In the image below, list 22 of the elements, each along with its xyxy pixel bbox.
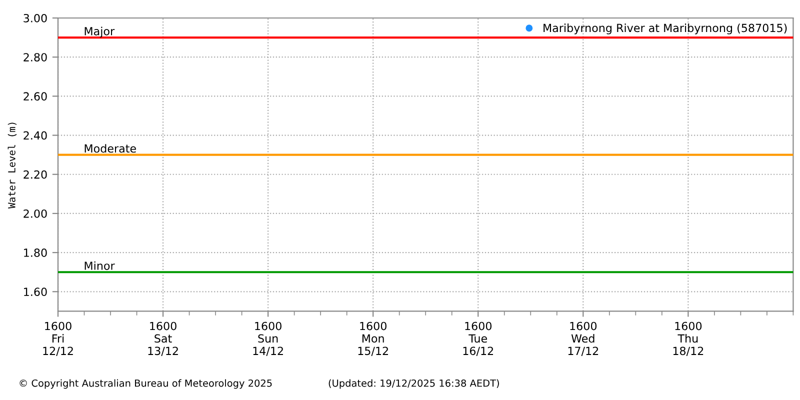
y-tick-label: 2.80 (24, 53, 47, 62)
x-tick-label: 1600 Thu 18/12 (673, 322, 704, 356)
y-tick-label: 3.00 (24, 14, 47, 22)
x-tick-label: 1600 Wed 17/12 (568, 322, 598, 356)
y-tick-label: 2.20 (24, 170, 47, 179)
y-tick-label: 1.60 (24, 288, 47, 296)
ref-line-label: Moderate (84, 144, 136, 153)
x-tick-label: 1600 Fri 12/12 (43, 322, 73, 356)
y-tick-label: 2.60 (24, 92, 47, 101)
y-tick-label: 2.00 (24, 209, 47, 218)
legend-label: Maribyrnong River at Maribyrnong (587015) (544, 24, 787, 34)
x-tick-label: 1600 Sun 14/12 (253, 322, 283, 356)
ref-line-label: Minor (84, 261, 115, 270)
y-axis-title: Water Level (m) (8, 122, 17, 208)
text: (Updated: 19/12/2025 16:38 AEDT) (328, 379, 499, 389)
text: © Copyright Australian Bureau of Meteorology 2025 (20, 379, 272, 389)
ref-line-label: Major (84, 26, 115, 38)
y-tick-label: 1.80 (24, 248, 47, 257)
x-tick-label: 1600 Tue 16/12 (463, 322, 494, 356)
y-tick-label: 2.40 (24, 131, 47, 140)
x-tick-label: 1600 Mon 15/12 (358, 322, 388, 356)
x-tick-label: 1600 Sat 13/12 (148, 322, 178, 356)
